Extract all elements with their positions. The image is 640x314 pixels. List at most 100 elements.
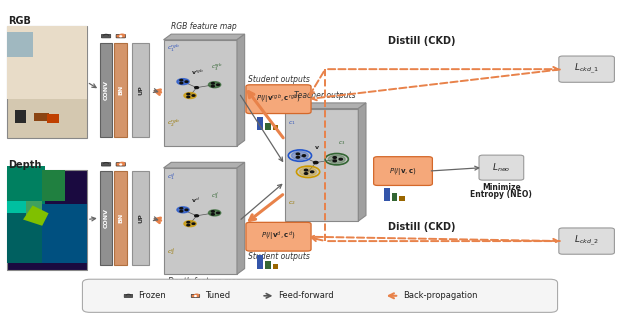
Bar	[42, 170, 65, 201]
Text: $c_3^{d}$: $c_3^{d}$	[211, 191, 219, 201]
Circle shape	[187, 93, 189, 95]
Text: Depth: Depth	[8, 160, 42, 170]
Bar	[273, 263, 278, 268]
FancyBboxPatch shape	[559, 56, 614, 82]
Text: $L_{neo}$: $L_{neo}$	[492, 161, 511, 174]
Circle shape	[192, 95, 195, 96]
Bar	[100, 171, 113, 265]
FancyBboxPatch shape	[374, 157, 433, 186]
FancyBboxPatch shape	[246, 85, 311, 114]
Text: $c_3^{rgb}$: $c_3^{rgb}$	[211, 62, 223, 73]
Text: CONV: CONV	[104, 208, 109, 228]
Polygon shape	[164, 162, 244, 168]
Circle shape	[211, 85, 214, 87]
FancyBboxPatch shape	[116, 163, 125, 166]
Bar	[7, 201, 26, 213]
Circle shape	[216, 212, 220, 214]
Bar	[7, 32, 33, 57]
Bar	[257, 117, 263, 130]
Polygon shape	[164, 34, 244, 40]
Bar	[100, 43, 113, 137]
Text: Minimize: Minimize	[482, 183, 521, 192]
Bar	[7, 26, 87, 138]
Circle shape	[296, 156, 300, 158]
Circle shape	[339, 158, 342, 160]
Circle shape	[177, 78, 189, 85]
Text: $\mathbf{v}$: $\mathbf{v}$	[314, 144, 320, 151]
Circle shape	[209, 210, 221, 216]
FancyBboxPatch shape	[191, 294, 200, 297]
FancyBboxPatch shape	[101, 163, 111, 166]
Text: $P(i|\mathbf{v}^{d},\mathbf{c}^{d})$: $P(i|\mathbf{v}^{d},\mathbf{c}^{d})$	[261, 230, 296, 243]
Text: $\mathbf{v}^{rgb}$: $\mathbf{v}^{rgb}$	[191, 68, 205, 77]
Text: Teacher outputs: Teacher outputs	[294, 91, 356, 100]
Bar	[15, 110, 26, 122]
Text: $c_2$: $c_2$	[288, 199, 296, 207]
Text: Student outputs: Student outputs	[248, 75, 309, 84]
Bar	[7, 26, 87, 99]
Text: CONV: CONV	[104, 80, 109, 100]
Bar	[7, 204, 42, 263]
Bar	[257, 256, 263, 268]
Polygon shape	[237, 34, 244, 146]
Text: Distill (CKD): Distill (CKD)	[388, 222, 456, 232]
Circle shape	[195, 87, 198, 89]
Text: Tuned: Tuned	[205, 291, 230, 300]
Circle shape	[305, 173, 308, 174]
Circle shape	[291, 151, 308, 160]
Bar	[273, 125, 278, 130]
Text: Student outputs: Student outputs	[248, 252, 309, 261]
FancyBboxPatch shape	[246, 222, 311, 251]
Circle shape	[211, 83, 214, 84]
Text: $c_2^{rgb}$: $c_2^{rgb}$	[167, 117, 180, 128]
FancyBboxPatch shape	[479, 155, 524, 180]
Bar	[7, 166, 45, 204]
Circle shape	[305, 169, 308, 171]
Circle shape	[180, 208, 183, 209]
FancyBboxPatch shape	[101, 35, 111, 38]
Text: Back-propagation: Back-propagation	[403, 291, 477, 300]
Bar	[164, 40, 237, 146]
Text: Depth feature map: Depth feature map	[168, 277, 241, 286]
Text: $P(i|\mathbf{v},\mathbf{c})$: $P(i|\mathbf{v},\mathbf{c})$	[389, 165, 417, 176]
FancyBboxPatch shape	[559, 228, 614, 254]
Circle shape	[187, 96, 189, 98]
Text: BN: BN	[118, 85, 124, 95]
Circle shape	[180, 79, 183, 81]
Bar	[384, 188, 390, 201]
Circle shape	[195, 215, 198, 217]
Bar	[26, 201, 42, 219]
Text: $c_2^{d}$: $c_2^{d}$	[167, 246, 175, 257]
Circle shape	[177, 207, 189, 213]
Circle shape	[333, 160, 337, 162]
Polygon shape	[237, 162, 244, 274]
Circle shape	[328, 155, 345, 163]
Circle shape	[180, 82, 183, 84]
Polygon shape	[23, 205, 49, 226]
Text: $L_{ckd\_2}$: $L_{ckd\_2}$	[574, 234, 599, 248]
Bar	[164, 168, 237, 274]
Circle shape	[302, 155, 306, 156]
Text: Frozen: Frozen	[138, 291, 166, 300]
Circle shape	[185, 81, 188, 82]
Bar	[132, 171, 150, 265]
Circle shape	[187, 222, 189, 223]
Circle shape	[209, 82, 221, 88]
Text: RGB feature map: RGB feature map	[172, 22, 237, 31]
Bar	[285, 109, 358, 221]
Bar	[34, 113, 49, 121]
Bar	[115, 171, 127, 265]
Text: UP: UP	[138, 85, 143, 95]
Circle shape	[310, 171, 314, 173]
Circle shape	[296, 153, 300, 155]
Circle shape	[184, 93, 196, 99]
Bar	[115, 43, 127, 137]
Text: BN: BN	[118, 213, 124, 223]
Bar	[399, 196, 405, 201]
Circle shape	[333, 157, 337, 158]
Text: $L_{ckd\_1}$: $L_{ckd\_1}$	[574, 62, 599, 76]
Text: $c_1^{rgb}$: $c_1^{rgb}$	[167, 43, 180, 54]
Circle shape	[216, 84, 220, 85]
FancyBboxPatch shape	[124, 294, 132, 297]
Circle shape	[300, 168, 317, 176]
